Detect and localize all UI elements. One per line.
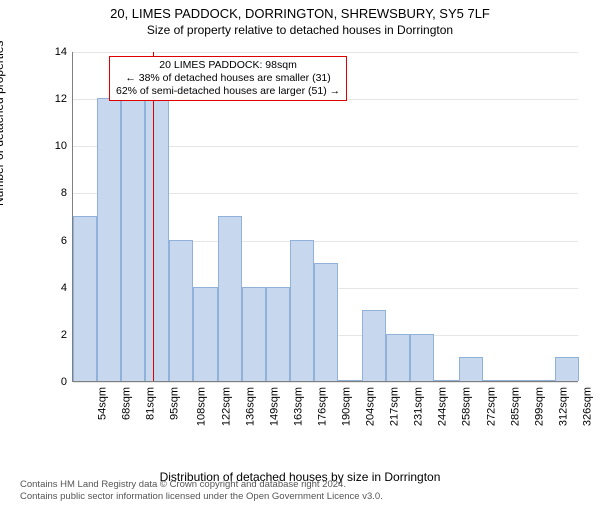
- x-tick-label: 54sqm: [97, 387, 109, 420]
- y-tick-label: 10: [55, 140, 67, 152]
- bar: [531, 380, 555, 381]
- x-tick-label: 68sqm: [121, 387, 133, 420]
- x-tick-label: 136sqm: [244, 387, 256, 426]
- bar: [73, 216, 97, 381]
- bar: [555, 357, 579, 381]
- gridline: [73, 52, 578, 53]
- footer-line-2: Contains public sector information licen…: [20, 491, 383, 502]
- y-tick-label: 4: [61, 282, 67, 294]
- bar: [193, 287, 217, 381]
- bar: [97, 98, 121, 381]
- bar: [169, 240, 193, 381]
- x-tick-label: 244sqm: [437, 387, 449, 426]
- x-tick-label: 108sqm: [196, 387, 208, 426]
- x-tick-label: 326sqm: [582, 387, 594, 426]
- plot-area: 0246810121454sqm68sqm81sqm95sqm108sqm122…: [72, 52, 578, 382]
- bar: [459, 357, 483, 381]
- bar: [338, 380, 362, 381]
- bar: [218, 216, 242, 381]
- footer-line-1: Contains HM Land Registry data © Crown c…: [20, 479, 383, 490]
- x-tick-label: 312sqm: [557, 387, 569, 426]
- chart-title: 20, LIMES PADDOCK, DORRINGTON, SHREWSBUR…: [0, 6, 600, 21]
- footer-attribution: Contains HM Land Registry data © Crown c…: [20, 479, 383, 502]
- bar: [507, 380, 531, 381]
- x-tick-label: 217sqm: [389, 387, 401, 426]
- bar: [121, 98, 145, 381]
- x-tick-label: 231sqm: [413, 387, 425, 426]
- gridline: [73, 382, 578, 383]
- x-tick-label: 163sqm: [292, 387, 304, 426]
- bar: [145, 75, 169, 381]
- x-tick-label: 204sqm: [365, 387, 377, 426]
- bar: [290, 240, 314, 381]
- bar: [314, 263, 338, 381]
- bar: [242, 287, 266, 381]
- y-tick-label: 14: [55, 46, 67, 58]
- y-tick-label: 2: [61, 329, 67, 341]
- y-tick-label: 6: [61, 235, 67, 247]
- x-tick-label: 149sqm: [268, 387, 280, 426]
- bar: [266, 287, 290, 381]
- y-tick-label: 0: [61, 376, 67, 388]
- x-tick-label: 122sqm: [220, 387, 232, 426]
- chart-area: 0246810121454sqm68sqm81sqm95sqm108sqm122…: [48, 52, 578, 412]
- annotation-line-1: 20 LIMES PADDOCK: 98sqm: [116, 59, 340, 72]
- x-tick-label: 176sqm: [317, 387, 329, 426]
- x-tick-label: 299sqm: [533, 387, 545, 426]
- x-tick-label: 285sqm: [509, 387, 521, 426]
- bar: [434, 380, 458, 381]
- bar: [483, 380, 507, 381]
- bar: [386, 334, 410, 381]
- y-tick-label: 8: [61, 187, 67, 199]
- x-tick-label: 190sqm: [341, 387, 353, 426]
- x-tick-label: 81sqm: [145, 387, 157, 420]
- y-axis-label: Number of detached properties: [0, 41, 6, 206]
- chart-subtitle: Size of property relative to detached ho…: [0, 23, 600, 37]
- annotation-box: 20 LIMES PADDOCK: 98sqm ← 38% of detache…: [109, 56, 347, 101]
- x-tick-label: 258sqm: [461, 387, 473, 426]
- annotation-line-2: ← 38% of detached houses are smaller (31…: [116, 72, 340, 85]
- bar: [362, 310, 386, 381]
- x-tick-label: 272sqm: [485, 387, 497, 426]
- bar: [410, 334, 434, 381]
- annotation-line-3: 62% of semi-detached houses are larger (…: [116, 85, 340, 98]
- x-tick-label: 95sqm: [169, 387, 181, 420]
- y-tick-label: 12: [55, 93, 67, 105]
